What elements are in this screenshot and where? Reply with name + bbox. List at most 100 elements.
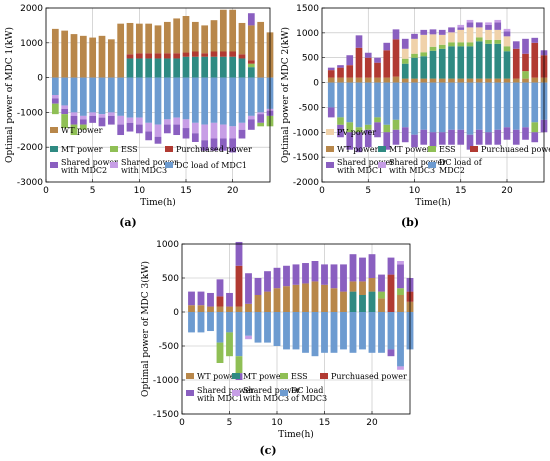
chart-a-bar-mt-power-h13 bbox=[163, 58, 171, 78]
chart-a-bar-wt-power-h17 bbox=[201, 25, 209, 54]
chart-c-bar-neg-shared-power-with-mdc3-h7 bbox=[245, 335, 252, 340]
chart-c-bar-wt-power-h23 bbox=[397, 295, 404, 312]
chart-a-legend-swatch-ess bbox=[110, 146, 118, 152]
chart-b-bar-purchuased-power-h21 bbox=[512, 48, 520, 79]
chart-b-ytick-label: -1000 bbox=[293, 128, 319, 138]
chart-a-bar-neg-dc-load-of-mdc1-h4 bbox=[79, 77, 87, 116]
chart-c-bar-ess-h23 bbox=[397, 288, 404, 295]
chart-a-bar-neg-dc-load-of-mdc1-h22 bbox=[247, 77, 255, 116]
chart-a-bar-neg-shared-power-with-mdc3-h3 bbox=[70, 112, 78, 116]
chart-b-bar-wt-power-h1 bbox=[327, 77, 335, 83]
chart-a-bar-neg-shared-power-with-mdc2-h5 bbox=[89, 115, 97, 123]
chart-b-ylabel: Optimal power of MDC 2(kW) bbox=[280, 27, 291, 163]
chart-a-legend-swatch-shared-power-with-mdc2 bbox=[50, 162, 58, 168]
chart-b-xtick-label: 5 bbox=[365, 186, 371, 196]
chart-b-bar-wt-power-h15 bbox=[457, 78, 465, 83]
chart-a-bar-mt-power-h22 bbox=[247, 67, 255, 78]
chart-b-xtick-label: 15 bbox=[455, 186, 466, 196]
chart-a-bar-neg-dc-load-of-mdc1-h1 bbox=[51, 77, 59, 95]
chart-b-bar-ess-h12 bbox=[429, 46, 437, 51]
chart-b-bar-neg-dc-load-of-mdc2-h10 bbox=[411, 82, 418, 135]
chart-a-bar-neg-ess-h3 bbox=[70, 124, 78, 136]
chart-b-bar-wt-power-h2 bbox=[337, 77, 344, 83]
chart-a-bar-neg-shared-power-with-mdc3-h22 bbox=[247, 115, 255, 120]
chart-c-bar-neg-dc-load-of-mdc3-h13 bbox=[302, 312, 309, 353]
chart-a-legend-swatch-mt-power bbox=[50, 146, 58, 152]
chart-c-bar-shared-power-with-mdc1-h17 bbox=[340, 264, 347, 292]
chart-b-ytick-label: 1000 bbox=[296, 29, 319, 39]
chart-a-bar-neg-ess-h2 bbox=[61, 114, 69, 129]
chart-b-bar-wt-power-h21 bbox=[512, 78, 520, 83]
chart-a-bar-mt-power-h21 bbox=[238, 58, 246, 78]
chart-a-legend-label-shared-power-with-mdc2: with MDC2 bbox=[61, 166, 107, 175]
chart-c-legend-label-ess: ESS bbox=[291, 372, 308, 381]
chart-b-legend-label-dc-load-of-mdc2: MDC2 bbox=[439, 166, 465, 175]
chart-a-bar-neg-dc-load-of-mdc1-h21 bbox=[238, 77, 246, 123]
chart-c-bar-neg-dc-load-of-mdc3-h9 bbox=[264, 312, 271, 343]
chart-c-bar-neg-dc-load-of-mdc3-h20 bbox=[368, 312, 376, 353]
chart-b-bar-shared-power-with-mdc1-h18 bbox=[485, 24, 492, 30]
chart-a-bar-wt-power-h2 bbox=[61, 30, 69, 78]
chart-b-bar-mt-power-h14 bbox=[448, 46, 455, 79]
chart-b-legend-swatch-purchuased-power bbox=[470, 146, 478, 152]
chart-b-xlabel: Time(h) bbox=[415, 197, 451, 208]
chart-b-bar-shared-power-with-mdc1-h19 bbox=[494, 22, 502, 30]
chart-c-legend-swatch-shared-power-with-mdc1 bbox=[186, 390, 194, 396]
chart-b-bar-shared-power-with-mdc1-h11 bbox=[420, 29, 428, 35]
chart-b-plot-frame bbox=[321, 7, 545, 183]
chart-b-bar-neg-shared-power-with-mdc1-h1 bbox=[327, 107, 335, 118]
chart-b-bar-neg-ess-h23 bbox=[531, 122, 539, 133]
chart-a-bar-neg-shared-power-with-mdc3-h7 bbox=[107, 112, 115, 116]
chart-a-bar-purchuased-power-h15 bbox=[182, 52, 190, 57]
chart-b-bar-shared-power-with-mdc3-h15 bbox=[457, 24, 465, 28]
chart-b-bar-pv-power-h17 bbox=[475, 27, 483, 38]
chart-a-bar-neg-shared-power-with-mdc3-h15 bbox=[182, 119, 190, 129]
chart-a-bar-wt-power-h20 bbox=[229, 9, 237, 52]
chart-c-bar-neg-dc-load-of-mdc3-h21 bbox=[378, 312, 385, 353]
chart-c-bar-neg-dc-load-of-mdc3-h7 bbox=[245, 312, 252, 336]
chart-c-bar-shared-power-with-mdc1-h12 bbox=[292, 264, 300, 285]
chart-b-bar-shared-power-with-mdc1-h9 bbox=[401, 38, 409, 49]
chart-c-bar-shared-power-with-mdc1-h20 bbox=[368, 254, 376, 278]
chart-b-legend-label-shared-power-with-mdc3: with MDC3 bbox=[389, 166, 435, 175]
chart-b-bar-ess-h20 bbox=[503, 46, 511, 52]
chart-b-bar-purchuased-power-h2 bbox=[337, 67, 344, 78]
chart-b-bar-shared-power-with-mdc1-h1 bbox=[327, 67, 335, 71]
chart-a-bar-wt-power-h1 bbox=[51, 28, 59, 78]
chart-c-bar-neg-shared-power-with-mdc1-h22 bbox=[387, 349, 395, 357]
chart-a-bar-neg-shared-power-with-mdc3-h23 bbox=[257, 112, 265, 115]
chart-c-xtick-label: 0 bbox=[179, 418, 185, 428]
chart-c-bar-shared-power-with-mdc1-h22 bbox=[387, 257, 395, 275]
chart-a-legend-label-shared-power-with-mdc2: Shared power bbox=[61, 158, 118, 167]
chart-a-bar-neg-dc-load-of-mdc1-h17 bbox=[201, 77, 209, 125]
chart-a-legend-label-ess: ESS bbox=[121, 145, 138, 154]
chart-c-bar-neg-ess-h6 bbox=[235, 356, 243, 374]
chart-a-bar-wt-power-h19 bbox=[219, 9, 227, 52]
chart-b-bar-purchuased-power-h7 bbox=[383, 50, 391, 78]
chart-a-bar-neg-ess-h23 bbox=[257, 122, 265, 127]
chart-a-bar-neg-shared-power-with-mdc3-h11 bbox=[145, 122, 153, 132]
chart-c-bar-shared-power-with-mdc1-h6 bbox=[235, 241, 243, 266]
chart-b-bar-neg-dc-load-of-mdc2-h6 bbox=[374, 82, 381, 118]
chart-a-bar-neg-shared-power-with-mdc2-h4 bbox=[79, 119, 87, 125]
chart-b-bar-neg-dc-load-of-mdc2-h2 bbox=[337, 82, 344, 118]
chart-b-ytick-label: -500 bbox=[299, 103, 320, 113]
chart-b-bar-neg-shared-power-with-mdc1-h3 bbox=[346, 132, 354, 150]
chart-a-bar-wt-power-h7 bbox=[107, 39, 115, 78]
chart-c-bar-wt-power-h5 bbox=[226, 306, 233, 312]
chart-b-bar-ess-h13 bbox=[438, 44, 446, 49]
chart-b-bar-ess-h10 bbox=[411, 53, 418, 58]
chart-b-bar-pv-power-h12 bbox=[429, 34, 437, 47]
chart-c-bar-neg-dc-load-of-mdc3-h18 bbox=[349, 312, 357, 353]
chart-b-bar-mt-power-h9 bbox=[401, 63, 409, 79]
chart-b-ytick-label: 500 bbox=[302, 54, 319, 64]
chart-c-legend-label-shared-power-with-mdc1: Shared power bbox=[197, 386, 254, 395]
chart-a-bar-neg-shared-power-with-mdc2-h16 bbox=[191, 133, 199, 142]
chart-a-legend-label-wt-power: WT power bbox=[61, 126, 103, 135]
chart-c-ytick-label: -1000 bbox=[153, 376, 179, 386]
chart-c-legend-label-dc-load-of-mdc3: of MDC3 bbox=[291, 394, 327, 403]
chart-a-bar-mt-power-h17 bbox=[201, 56, 209, 78]
chart-a-bar-purchuased-power-h20 bbox=[229, 51, 237, 57]
chart-b-bar-wt-power-h23 bbox=[531, 77, 539, 83]
chart-c-legend-label-wt-power: WT power bbox=[197, 372, 239, 381]
